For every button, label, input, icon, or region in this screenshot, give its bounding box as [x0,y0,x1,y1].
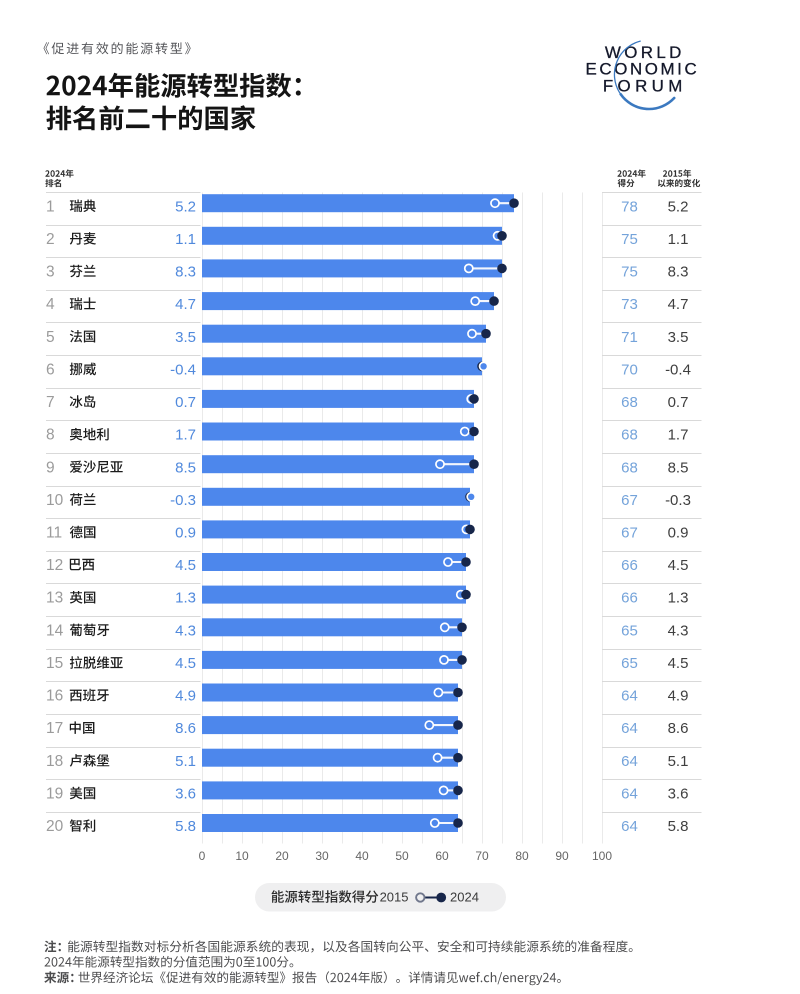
svg-text:WORLD: WORLD [605,43,685,62]
svg-text:3.6: 3.6 [668,786,689,803]
svg-text:50: 50 [395,849,409,863]
svg-text:68: 68 [621,427,638,444]
svg-text:67: 67 [621,525,638,542]
svg-text:1.3: 1.3 [175,590,196,607]
svg-text:2015: 2015 [380,890,409,905]
svg-text:0.9: 0.9 [175,525,196,542]
svg-text:5: 5 [46,329,55,346]
svg-text:11: 11 [46,525,62,542]
svg-text:1.1: 1.1 [668,231,689,248]
svg-text:80: 80 [515,849,529,863]
svg-text:8.3: 8.3 [668,264,689,281]
svg-text:8.5: 8.5 [668,459,689,476]
svg-text:4.5: 4.5 [668,557,689,574]
svg-text:40: 40 [355,849,369,863]
svg-text:70: 70 [475,849,489,863]
svg-text:9: 9 [46,459,55,476]
svg-text:64: 64 [621,720,638,737]
svg-text:13: 13 [46,590,63,607]
svg-text:5.2: 5.2 [175,198,196,215]
svg-text:1: 1 [46,198,55,215]
svg-text:4.9: 4.9 [175,688,196,705]
svg-text:4.3: 4.3 [668,622,689,639]
svg-text:4.5: 4.5 [175,557,196,574]
svg-text:4.9: 4.9 [668,688,689,705]
svg-text:8.5: 8.5 [175,459,196,476]
svg-text:1.1: 1.1 [175,231,196,248]
svg-text:20: 20 [46,818,64,835]
svg-text:0: 0 [199,849,206,863]
svg-text:ECONOMIC: ECONOMIC [586,60,700,79]
svg-text:5.1: 5.1 [175,753,196,770]
svg-text:5.8: 5.8 [175,818,196,835]
svg-text:64: 64 [621,753,638,770]
svg-text:14: 14 [46,622,64,639]
svg-text:17: 17 [46,720,63,737]
svg-text:64: 64 [621,818,638,835]
svg-text:12: 12 [46,557,63,574]
svg-text:-0.3: -0.3 [170,492,196,509]
svg-text:20: 20 [275,849,289,863]
svg-text:-0.4: -0.4 [665,361,691,378]
svg-text:65: 65 [621,622,638,639]
svg-text:8.3: 8.3 [175,264,196,281]
svg-text:10: 10 [235,849,249,863]
svg-text:75: 75 [621,264,638,281]
svg-text:73: 73 [621,296,638,313]
svg-text:8: 8 [46,427,55,444]
svg-text:67: 67 [621,492,638,509]
svg-text:60: 60 [435,849,449,863]
svg-text:10: 10 [46,492,64,509]
svg-text:68: 68 [621,394,638,411]
svg-text:5.1: 5.1 [668,753,689,770]
svg-text:6: 6 [46,361,55,378]
svg-text:2024: 2024 [450,890,479,905]
svg-text:4.7: 4.7 [668,296,689,313]
svg-text:71: 71 [621,329,638,346]
svg-text:18: 18 [46,753,63,770]
svg-text:3.5: 3.5 [668,329,689,346]
svg-text:64: 64 [621,688,638,705]
svg-text:8.6: 8.6 [175,720,196,737]
svg-text:2: 2 [46,231,55,248]
svg-text:4.5: 4.5 [668,655,689,672]
svg-text:7: 7 [46,394,55,411]
svg-text:-0.3: -0.3 [665,492,691,509]
svg-text:16: 16 [46,688,63,705]
svg-text:3: 3 [46,264,55,281]
svg-text:30: 30 [315,849,329,863]
svg-text:1.7: 1.7 [175,427,196,444]
svg-text:66: 66 [621,557,638,574]
svg-text:3.6: 3.6 [175,786,196,803]
svg-text:0.7: 0.7 [668,394,689,411]
svg-text:70: 70 [621,361,638,378]
svg-text:1.7: 1.7 [668,427,689,444]
svg-text:66: 66 [621,590,638,607]
svg-text:75: 75 [621,231,638,248]
svg-text:15: 15 [46,655,63,672]
svg-text:1.3: 1.3 [668,590,689,607]
svg-text:100: 100 [592,849,612,863]
svg-text:4: 4 [46,296,55,313]
svg-text:3.5: 3.5 [175,329,196,346]
svg-text:64: 64 [621,786,638,803]
svg-text:5.2: 5.2 [668,198,689,215]
svg-text:-0.4: -0.4 [170,361,196,378]
svg-text:FORUM: FORUM [603,77,687,96]
svg-text:5.8: 5.8 [668,818,689,835]
svg-text:4.7: 4.7 [175,296,196,313]
svg-text:90: 90 [555,849,569,863]
svg-text:4.5: 4.5 [175,655,196,672]
svg-text:8.6: 8.6 [668,720,689,737]
svg-text:68: 68 [621,459,638,476]
svg-text:0.7: 0.7 [175,394,196,411]
svg-text:0.9: 0.9 [668,525,689,542]
svg-text:65: 65 [621,655,638,672]
svg-text:19: 19 [46,786,63,803]
svg-text:4.3: 4.3 [175,622,196,639]
svg-text:78: 78 [621,198,638,215]
